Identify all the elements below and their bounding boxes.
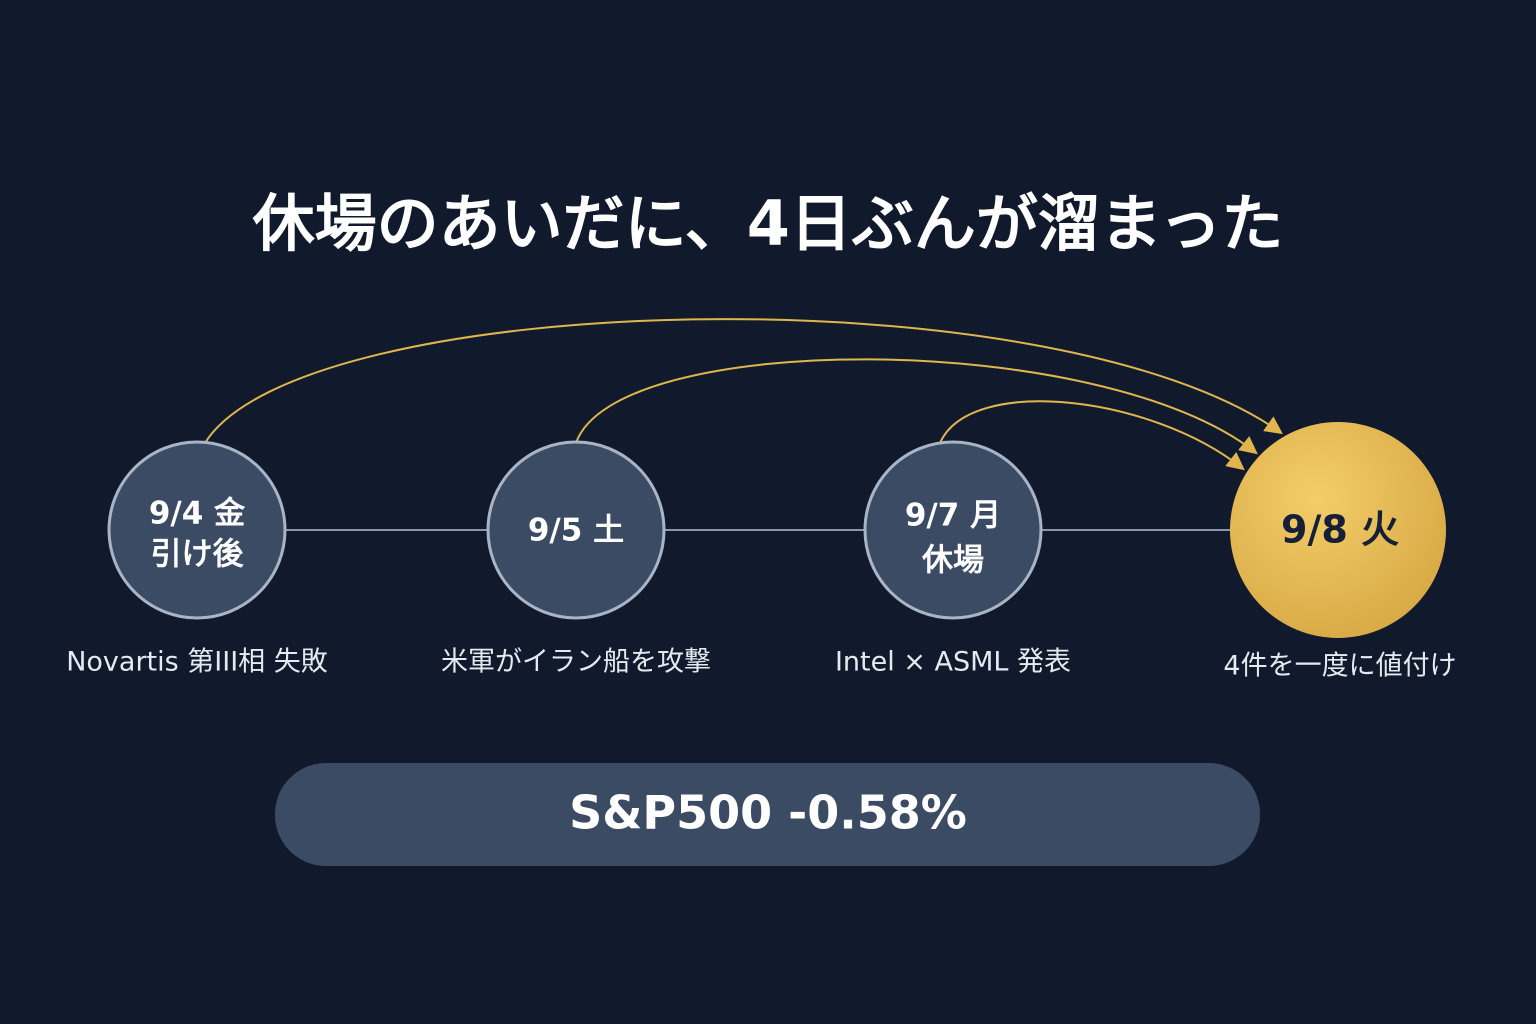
node-caption: Novartis 第III相 失敗 bbox=[66, 647, 328, 678]
node-label: 9/4 金 bbox=[149, 496, 246, 532]
node-caption: 4件を一度に値付け bbox=[1223, 651, 1456, 682]
arrow bbox=[204, 318, 1283, 444]
node-circle-highlight bbox=[1230, 422, 1446, 638]
node-caption: 米軍がイラン船を攻撃 bbox=[441, 647, 711, 678]
node-label: 9/8 火 bbox=[1281, 508, 1399, 552]
node-circle bbox=[486, 440, 666, 620]
node-label: 引け後 bbox=[151, 537, 245, 573]
title: 休場のあいだに、4日ぶんが溜まった bbox=[252, 187, 1284, 260]
node-label: 9/5 土 bbox=[528, 513, 624, 549]
node-circle bbox=[107, 440, 287, 620]
summary-text: S&P500 -0.58% bbox=[569, 786, 967, 840]
node-label: 9/7 月 bbox=[905, 498, 1001, 534]
node-label: 休場 bbox=[921, 543, 984, 579]
arrow bbox=[939, 400, 1245, 471]
node-circle bbox=[863, 440, 1043, 620]
node-caption: Intel × ASML 発表 bbox=[835, 647, 1071, 678]
arrows bbox=[204, 318, 1283, 471]
summary-pill bbox=[275, 763, 1260, 866]
arrow bbox=[575, 358, 1258, 455]
